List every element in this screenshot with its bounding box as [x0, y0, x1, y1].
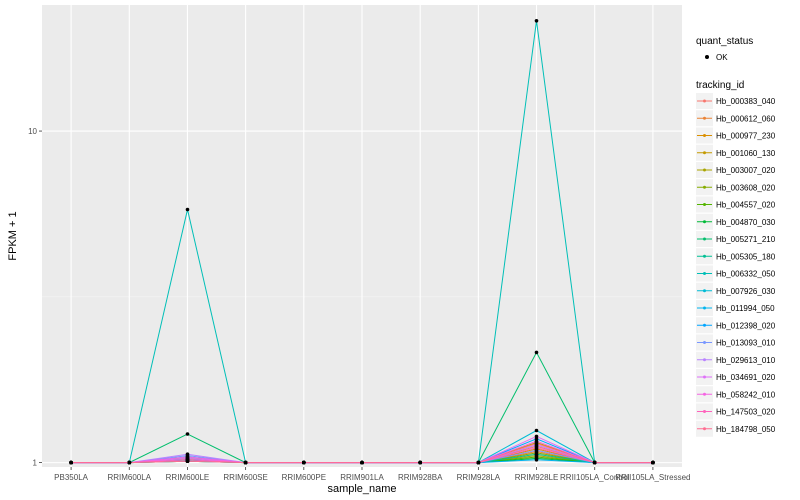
- legend-shape-key: [705, 55, 709, 59]
- legend-key-point-4: [703, 168, 706, 172]
- x-tick-label-8: RRIM928LE: [515, 473, 559, 482]
- legend-key-point-6: [703, 203, 706, 206]
- legend-label-2: Hb_000977_230: [716, 132, 776, 141]
- x-tick-label-5: RRIM901LA: [340, 473, 384, 482]
- legend-label-8: Hb_005271_210: [716, 235, 776, 244]
- point-Hb_184798_050-8: [534, 441, 539, 446]
- point-Hb_006332_050-8: [534, 19, 539, 23]
- legend-color-title: tracking_id: [696, 80, 744, 91]
- legend-key-point-0: [703, 99, 706, 103]
- legend-label-17: Hb_058242_010: [716, 390, 776, 399]
- point-Hb_005271_210-2: [185, 432, 190, 436]
- x-tick-label-9: RRII105LA_Control: [560, 473, 630, 482]
- x-tick-label-4: RRIM600PE: [282, 473, 326, 482]
- point-Hb_005271_210-8: [534, 350, 539, 355]
- point-Hb_184798_050-0: [69, 460, 73, 465]
- point-Hb_184798_050-4: [302, 460, 306, 465]
- legend-label-3: Hb_001060_130: [716, 149, 776, 158]
- legend-label-13: Hb_012398_020: [716, 321, 776, 330]
- y-axis: 1 10: [28, 127, 42, 468]
- point-Hb_005305_180-8: [534, 452, 539, 457]
- legend-shape-title: quant_status: [696, 36, 753, 47]
- legend-label-14: Hb_013093_010: [716, 339, 776, 348]
- legend-key-point-7: [703, 220, 706, 224]
- x-tick-label-6: RRIM928BA: [398, 473, 443, 482]
- legend-label-19: Hb_184798_050: [716, 425, 776, 434]
- point-Hb_184798_050-7: [476, 460, 481, 465]
- y-axis-title: FPKM + 1: [7, 211, 19, 260]
- point-Hb_184798_050-5: [360, 460, 364, 465]
- legend-key-point-14: [703, 341, 706, 344]
- x-tick-label-0: PB350LA: [54, 473, 88, 482]
- data-points: [69, 19, 655, 465]
- legend-key-point-2: [703, 134, 706, 137]
- point-Hb_184798_050-6: [418, 460, 423, 465]
- x-tick-label-2: RRIM600LE: [166, 473, 210, 482]
- legend-key-point-17: [703, 392, 706, 396]
- legend-label-0: Hb_000383_040: [716, 97, 776, 106]
- legend-label-12: Hb_011994_050: [716, 304, 775, 313]
- legend-key-point-9: [703, 254, 706, 258]
- point-Hb_184798_050-10: [651, 460, 655, 465]
- legend-label-7: Hb_004870_030: [716, 218, 776, 227]
- point-Hb_006332_050-2: [185, 207, 190, 212]
- legend-key-point-15: [703, 358, 706, 362]
- point-Hb_058242_010-8: [534, 439, 539, 444]
- point-Hb_011994_050-8: [534, 458, 539, 462]
- point-Hb_058242_010-2: [185, 455, 190, 459]
- legend-key-point-1: [703, 116, 706, 120]
- legend-key-point-10: [703, 272, 706, 275]
- legend-shape-label: OK: [716, 53, 728, 62]
- legend-key-point-13: [703, 323, 706, 327]
- legend-label-4: Hb_003007_020: [716, 166, 776, 175]
- x-tick-label-1: RRIM600LA: [107, 473, 151, 482]
- legend-label-16: Hb_034691_020: [716, 373, 776, 382]
- point-Hb_034691_020-8: [534, 434, 539, 439]
- legend-color-items: Hb_000383_040 Hb_000612_060 Hb_000977_230 H…: [696, 93, 776, 437]
- x-tick-label-7: RRIM928LA: [457, 473, 501, 482]
- legend-label-1: Hb_000612_060: [716, 114, 776, 123]
- legend-key-point-5: [703, 185, 706, 189]
- legend-key-point-18: [703, 410, 706, 413]
- legend-key-point-19: [703, 427, 706, 431]
- legend-label-6: Hb_004557_020: [716, 201, 776, 210]
- point-Hb_013093_010-8: [534, 448, 539, 453]
- point-Hb_029613_010-2: [185, 452, 190, 457]
- legend-label-10: Hb_006332_050: [716, 270, 776, 279]
- point-Hb_147503_020-8: [534, 445, 539, 450]
- legend-label-18: Hb_147503_020: [716, 408, 776, 417]
- y-tick-label-1: 10: [28, 127, 37, 136]
- legend-key-point-11: [703, 289, 706, 293]
- point-Hb_184798_050-2: [185, 459, 190, 464]
- legend-key-point-16: [703, 375, 706, 379]
- legend-label-11: Hb_007926_030: [716, 287, 776, 296]
- legend-label-15: Hb_029613_010: [716, 356, 776, 365]
- legend-key-point-8: [703, 237, 706, 241]
- point-Hb_184798_050-3: [243, 460, 248, 465]
- x-axis-title: sample_name: [327, 483, 396, 495]
- legend-label-5: Hb_003608_020: [716, 183, 776, 192]
- y-tick-label-0: 1: [33, 459, 38, 468]
- legend-key-point-3: [703, 151, 706, 155]
- legend-label-9: Hb_005305_180: [716, 252, 776, 261]
- point-Hb_184798_050-1: [127, 460, 132, 465]
- point-Hb_007926_030-8: [534, 428, 539, 433]
- point-Hb_184798_050-9: [592, 460, 597, 465]
- legend: quant_status OK tracking_id Hb_000383_04…: [696, 36, 776, 437]
- legend-key-point-12: [703, 306, 706, 310]
- x-tick-label-10: RRII105LA_Stressed: [615, 473, 690, 482]
- x-axis: PB350LA RRIM600LA RRIM600LE RRIM600SE RRIM60…: [54, 467, 690, 482]
- x-tick-label-3: RRIM600SE: [223, 473, 267, 482]
